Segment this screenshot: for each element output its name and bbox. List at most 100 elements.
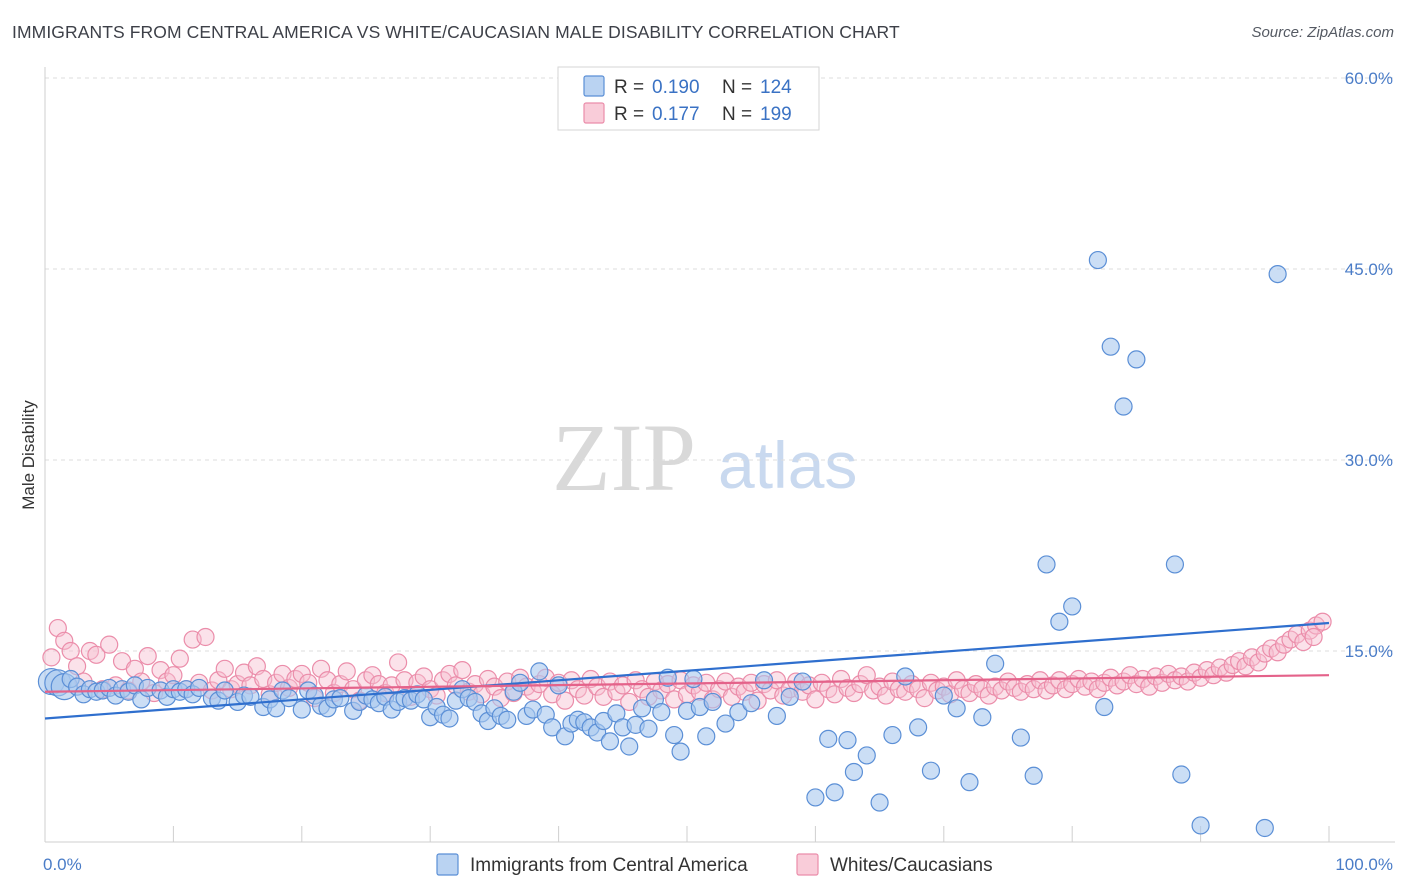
trendlines [44,621,1330,720]
point-whites-83 [575,686,594,705]
point-central-america-113 [896,667,915,686]
bottom-legend-label-pink: Whites/Caucasians [830,855,993,876]
point-central-america-130 [1127,350,1146,369]
trendline-central-america [44,621,1330,720]
point-central-america-102 [767,706,786,726]
point-whites-42 [311,659,331,678]
chart-title: IMMIGRANTS FROM CENTRAL AMERICA VS WHITE… [12,22,900,42]
point-central-america-121 [1011,728,1030,747]
point-whites-191 [1268,643,1287,662]
point-central-america-108 [838,731,857,750]
bottom-legend-label-blue: Immigrants from Central America [470,855,748,876]
legend-n-label-blue: N = [722,77,752,98]
point-whites-0 [42,648,61,667]
point-central-america-135 [1268,264,1287,284]
y-axis-label: Male Disability [19,400,38,510]
point-whites-198 [1313,612,1332,631]
point-central-america-129 [1114,397,1133,416]
point-central-america-100 [742,694,761,713]
point-central-america-31 [267,699,286,718]
point-whites-15 [138,646,157,666]
x-ticks [44,826,1330,842]
legend-r-value-blue: 0.190 [652,77,700,98]
point-central-america-22 [189,678,209,698]
source-label: Source: ZipAtlas.com [1251,24,1394,41]
legend-box: R = 0.190 N = 124 R = 0.177 N = 199 [557,66,820,131]
point-central-america-131 [1165,555,1185,574]
bottom-legend-swatch-pink [796,853,819,876]
point-central-america-65 [498,710,517,729]
point-central-america-127 [1095,697,1114,717]
point-central-america-110 [857,746,876,765]
y-tick-label-3: 60.0% [1345,69,1393,88]
y-tick-labels: 15.0% 30.0% 45.0% 60.0% [1345,69,1393,661]
legend-r-label-blue: R = [614,77,644,98]
point-central-america-56 [440,709,459,728]
point-whites-20 [170,649,189,668]
point-central-america-112 [883,725,902,745]
x-tick-label-0: 0.0% [43,855,82,874]
point-central-america-123 [1037,555,1056,574]
point-central-america-92 [671,742,690,761]
point-central-america-116 [934,686,953,705]
point-whites-2 [55,631,74,650]
point-whites-68 [478,669,498,689]
legend-r-value-pink: 0.177 [652,104,700,125]
point-whites-27 [215,659,234,678]
legend-n-value-pink: 199 [760,104,792,125]
point-central-america-120 [986,654,1005,673]
point-whites-123 [831,669,851,689]
point-whites-54 [389,653,408,672]
point-whites-46 [337,662,356,681]
gridlines [45,77,1395,652]
point-central-america-103 [780,687,799,706]
point-central-america-89 [652,703,671,722]
point-central-america-70 [530,662,549,681]
watermark-atlas: atlas [718,428,857,502]
point-central-america-128 [1101,337,1120,356]
point-central-america-40 [331,689,350,708]
point-central-america-111 [870,793,889,812]
legend-n-label-pink: N = [722,104,752,125]
point-central-america-122 [1024,766,1043,785]
point-whites-50 [363,666,382,685]
point-whites-24 [196,627,215,647]
point-central-america-34 [292,700,311,719]
point-central-america-132 [1172,765,1191,784]
point-central-america-124 [1050,612,1069,631]
point-central-america-94 [684,669,703,689]
point-central-america-87 [639,719,658,738]
point-central-america-86 [632,699,652,718]
point-whites-127 [857,666,876,685]
bottom-legend: Immigrants from Central America Whites/C… [436,853,993,876]
y-tick-label-1: 30.0% [1345,451,1393,470]
point-central-america-107 [825,783,844,802]
point-central-america-101 [754,671,774,690]
x-tick-labels: 0.0% 100.0% [43,855,1393,874]
point-whites-9 [100,635,119,654]
point-central-america-84 [620,737,639,756]
point-whites-80 [555,691,575,710]
axes [44,67,1395,843]
point-central-america-91 [665,725,684,745]
y-tick-label-2: 45.0% [1345,260,1393,279]
y-tick-label-0: 15.0% [1345,642,1393,661]
point-central-america-114 [909,718,928,737]
point-central-america-118 [960,773,979,792]
point-central-america-99 [729,703,748,722]
point-central-america-133 [1191,816,1210,835]
legend-n-value-blue: 124 [760,77,792,98]
point-central-america-119 [973,708,992,727]
point-central-america-115 [921,761,941,780]
trendline-whites [44,674,1330,693]
point-whites-188 [1249,653,1268,672]
legend-r-label-pink: R = [614,104,644,125]
point-whites-195 [1294,632,1313,652]
point-whites-39 [292,664,311,684]
point-whites-64 [453,660,472,680]
point-whites-7 [87,645,106,664]
point-whites-119 [806,690,825,709]
bottom-legend-swatch-blue [436,853,459,876]
point-central-america-81 [600,732,620,751]
